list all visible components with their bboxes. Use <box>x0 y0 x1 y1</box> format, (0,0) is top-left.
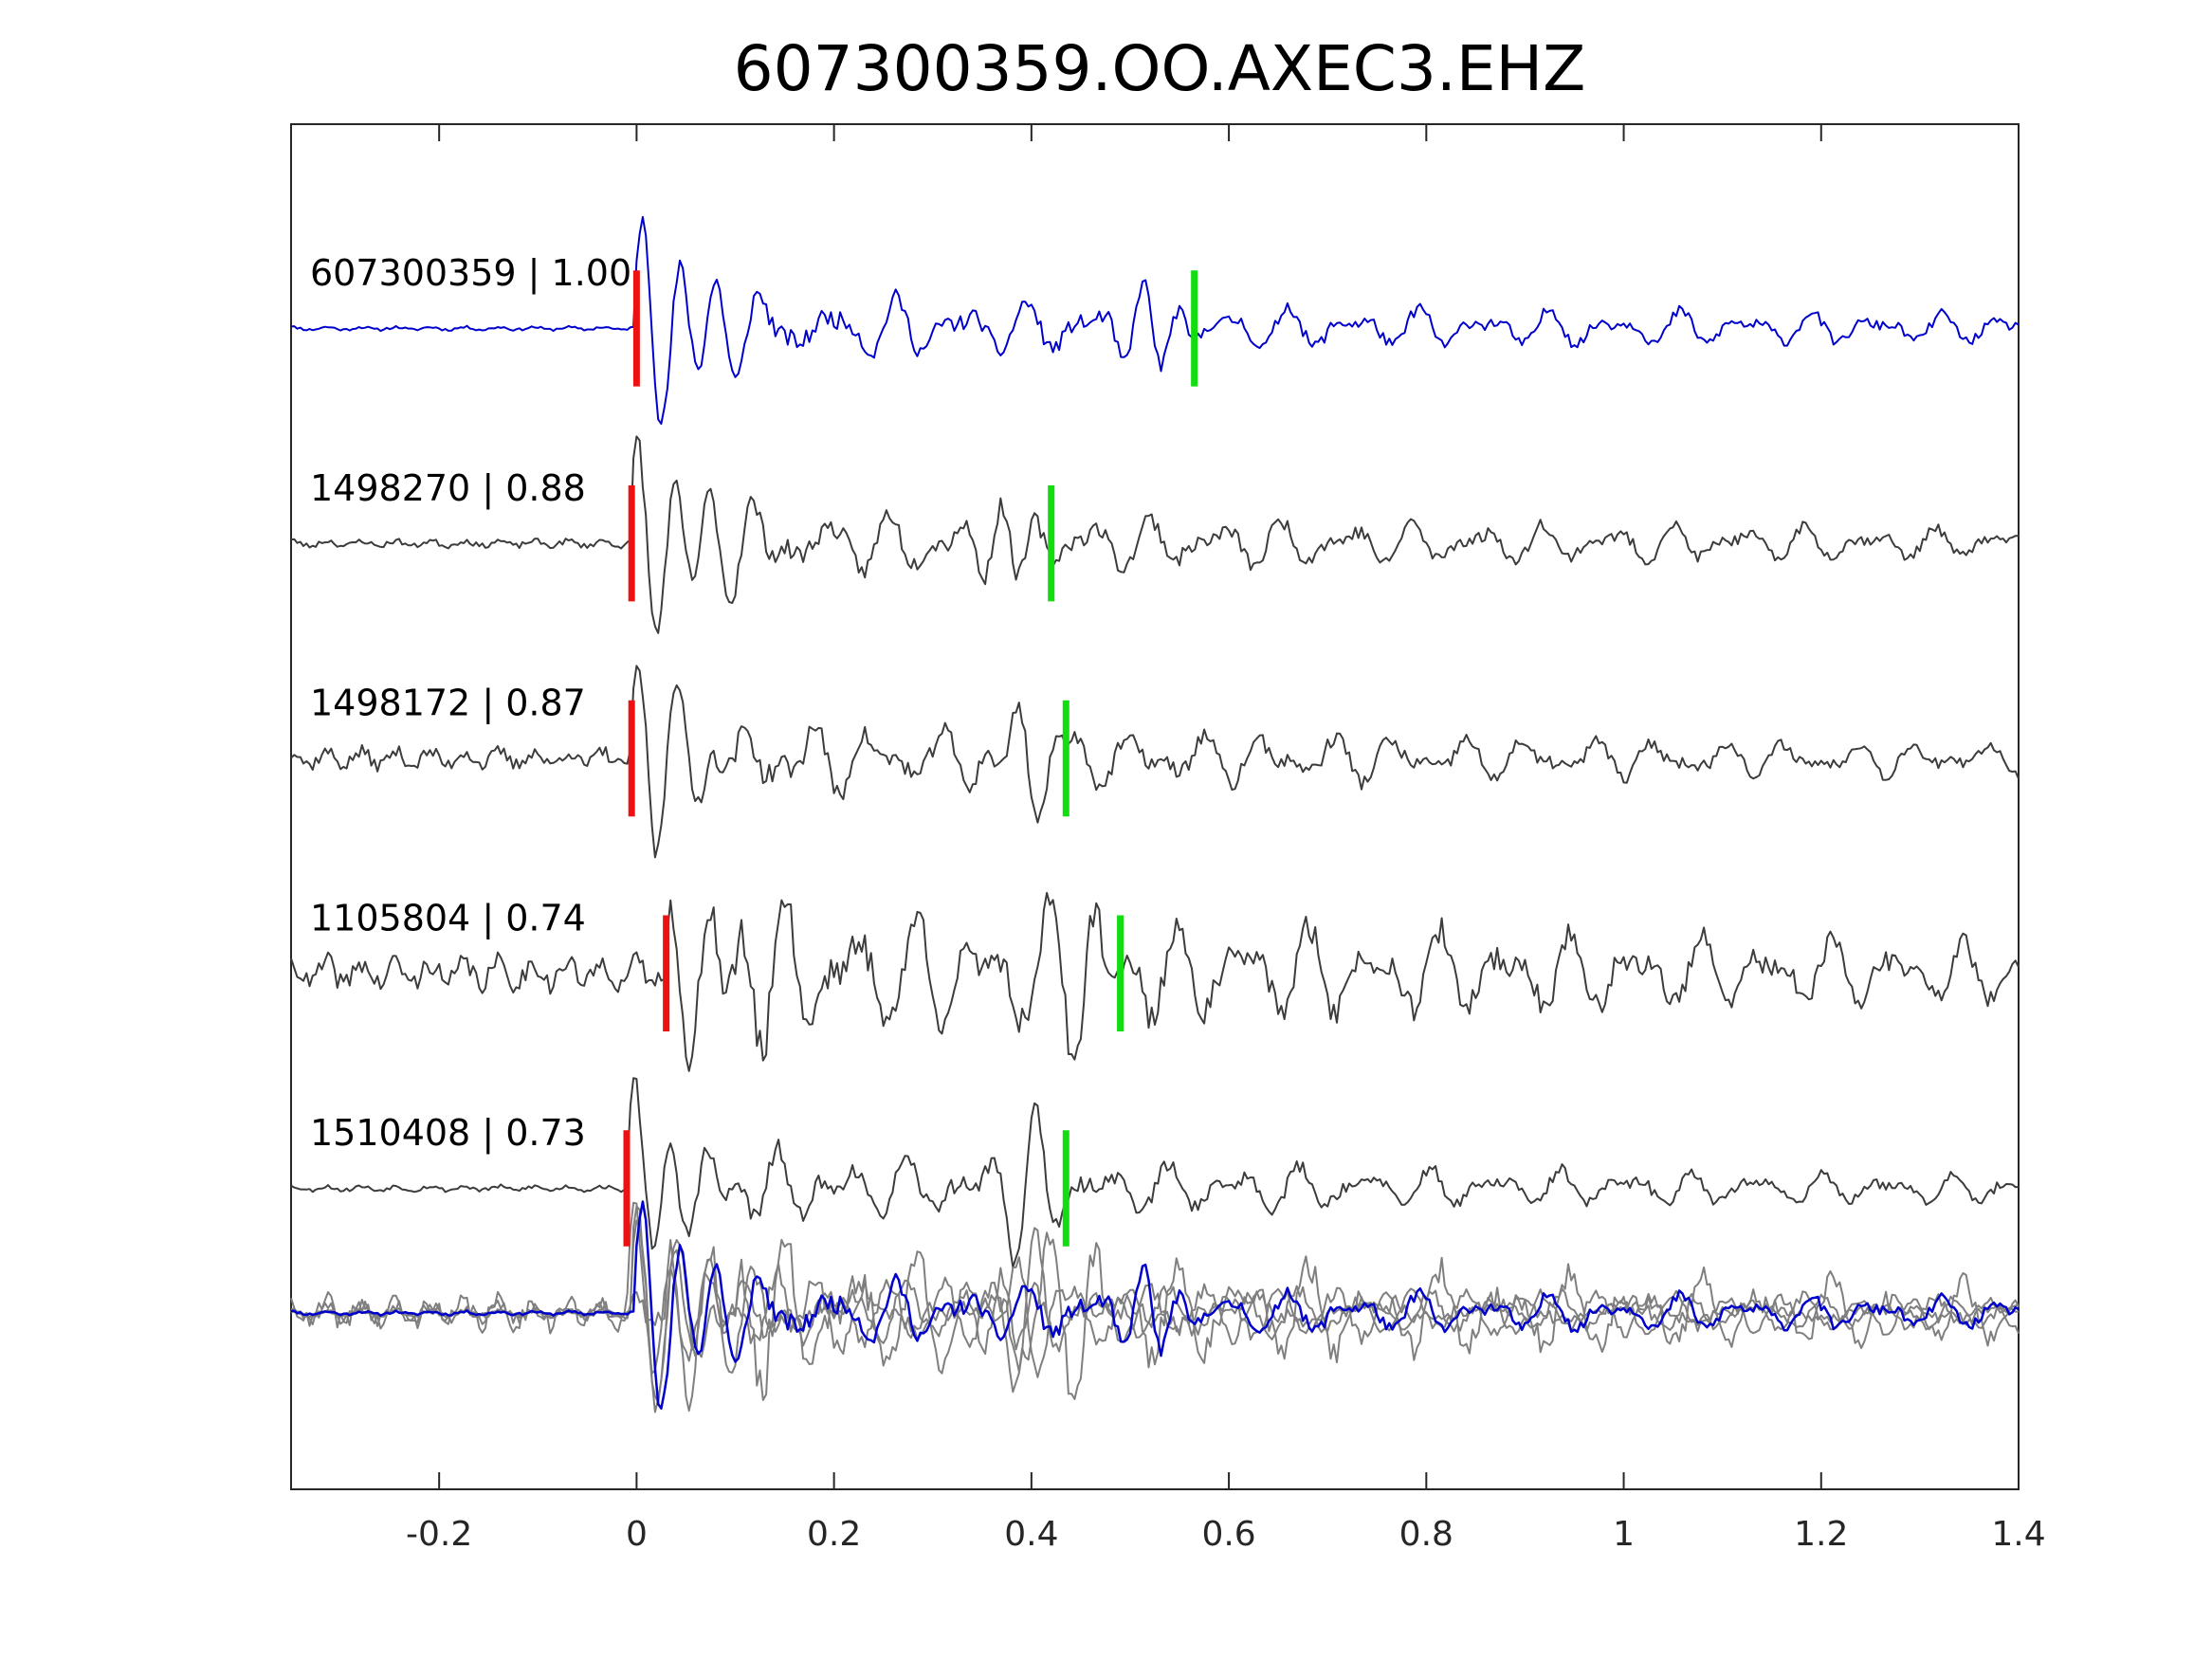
plot-area: -0.2 0 0.2 0.4 0.6 0.8 1 1.2 1.4 607300359 | 1.0… <box>290 123 2046 1554</box>
trace-1498172 <box>290 665 2020 859</box>
x-axis: -0.2 0 0.2 0.4 0.6 0.8 1 1.2 1.4 <box>406 124 2046 1554</box>
x-tick-label: 0.2 <box>807 1515 861 1554</box>
x-tick-label: 1.4 <box>1991 1515 2045 1554</box>
x-tick-label: 0.6 <box>1201 1515 1255 1554</box>
overlay-trace-1510408 <box>290 1201 2020 1394</box>
axes-frame <box>290 123 2020 1490</box>
trace-label-607300359: 607300359 | 1.00 <box>310 252 631 295</box>
trace-label-1510408: 1510408 | 0.73 <box>310 1112 586 1155</box>
stacked-overlay <box>290 1200 2020 1413</box>
trace-607300359 <box>290 215 2020 426</box>
trace-label-1498270: 1498270 | 0.88 <box>310 467 586 510</box>
phase-picks <box>623 270 1198 1247</box>
overlay-trace-607300359 <box>290 1200 2020 1410</box>
x-tick-label: 1.2 <box>1794 1515 1848 1554</box>
x-tick-label: -0.2 <box>406 1515 472 1554</box>
x-tick-label: 0.4 <box>1004 1515 1058 1554</box>
trace-label-1105804: 1105804 | 0.74 <box>310 897 586 939</box>
trace-label-1498172: 1498172 | 0.87 <box>310 683 586 725</box>
x-tick-label: 0.8 <box>1399 1515 1453 1554</box>
x-tick-label: 0 <box>626 1515 648 1554</box>
x-tick-label: 1 <box>1613 1515 1635 1554</box>
trace-1510408 <box>290 1077 2020 1268</box>
trace-1498270 <box>290 435 2020 634</box>
chart-title: 607300359.OO.AXEC3.EHZ <box>734 32 1586 105</box>
trace-1105804 <box>290 891 2020 1072</box>
trace-labels: 607300359 | 1.00 1498270 | 0.88 1498172 | … <box>310 252 631 1155</box>
overlay-trace-1105804 <box>290 1231 2020 1413</box>
trace-stack <box>290 215 2020 1268</box>
